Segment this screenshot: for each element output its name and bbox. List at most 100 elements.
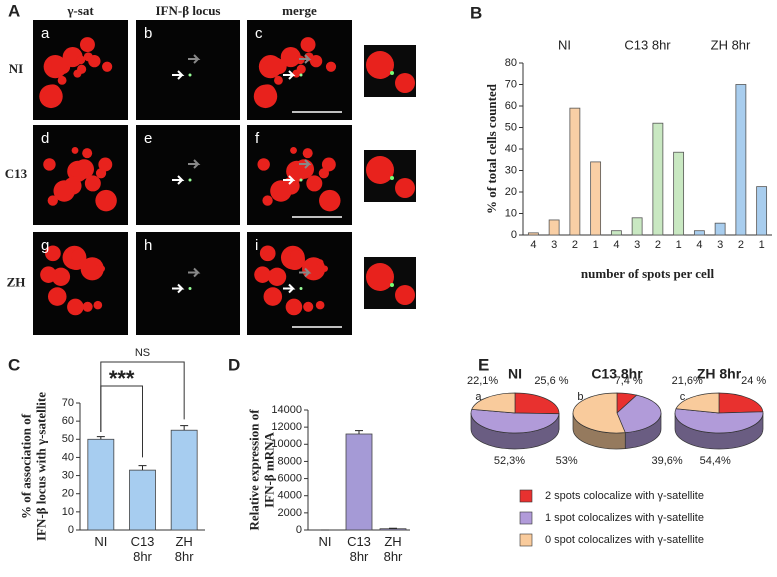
heterochromatin-spot bbox=[296, 64, 306, 74]
y-tick-label: 60 bbox=[505, 100, 517, 112]
heterochromatin-spot bbox=[325, 61, 337, 72]
bar bbox=[87, 438, 115, 531]
group-title: C13 8hr bbox=[624, 37, 671, 52]
heterochromatin-spot bbox=[93, 300, 103, 310]
y-tick-label: 40 bbox=[62, 451, 74, 463]
heterochromatin-spot bbox=[88, 54, 101, 68]
bar bbox=[129, 469, 156, 531]
heterochromatin-spot bbox=[315, 300, 325, 310]
arrow bbox=[172, 283, 185, 294]
pie-slice bbox=[674, 408, 764, 434]
bar bbox=[631, 217, 643, 236]
panel-label: D bbox=[228, 355, 240, 374]
legend-swatch bbox=[519, 489, 533, 503]
y-tick-label: 0 bbox=[68, 524, 74, 536]
locus bbox=[299, 287, 303, 290]
heterochromatin-spot bbox=[69, 165, 81, 177]
x-tick-label: 1 bbox=[759, 239, 765, 251]
heterochromatin-spot bbox=[57, 75, 67, 85]
x-tick-label: 3 bbox=[634, 239, 640, 251]
heterochromatin-spot bbox=[302, 148, 313, 159]
heterochromatin-spot bbox=[79, 37, 95, 53]
heterochromatin-spot bbox=[84, 175, 101, 192]
panel-sublabel: c bbox=[255, 25, 263, 42]
pie-slice bbox=[514, 392, 560, 415]
y-tick-label: 70 bbox=[505, 78, 517, 90]
panel-sublabel: h bbox=[144, 237, 152, 254]
heterochromatin-spot bbox=[270, 180, 292, 202]
pie-value-label: 25,6 % bbox=[534, 375, 568, 387]
heterochromatin-spot bbox=[43, 158, 56, 171]
pie-sublabel: c. bbox=[680, 391, 689, 403]
y-tick-label: 14000 bbox=[271, 404, 302, 416]
arrow bbox=[283, 175, 296, 185]
x-tick-label: NI bbox=[319, 534, 332, 549]
significance-label: NS bbox=[135, 347, 150, 359]
column-header: IFN-β locus bbox=[156, 3, 221, 18]
panel-sublabel: e bbox=[144, 130, 152, 147]
x-tick-label: 3 bbox=[717, 239, 723, 251]
heterochromatin-spot bbox=[316, 259, 324, 266]
heterochromatin-spot bbox=[395, 285, 415, 305]
heterochromatin-spot bbox=[309, 54, 323, 68]
heterochromatin-spot bbox=[40, 266, 57, 283]
locus bbox=[390, 71, 394, 75]
heterochromatin-spot bbox=[274, 75, 283, 85]
x-tick-label: 4 bbox=[696, 239, 702, 251]
heterochromatin-spot bbox=[257, 158, 270, 171]
bar bbox=[345, 433, 373, 531]
bar bbox=[379, 528, 407, 531]
pie-slice bbox=[616, 394, 662, 434]
error-bar bbox=[138, 465, 147, 471]
arrow bbox=[188, 267, 201, 278]
heterochromatin-spot bbox=[395, 73, 415, 93]
legend-swatch bbox=[519, 533, 533, 547]
column-header: γ-sat bbox=[66, 3, 94, 18]
locus bbox=[299, 73, 303, 77]
heterochromatin-spot bbox=[366, 51, 394, 79]
heterochromatin-spot bbox=[47, 195, 58, 206]
x-tick-label: ZH 8hr bbox=[175, 534, 194, 564]
x-tick-label: 4 bbox=[613, 239, 619, 251]
significance-label: *** bbox=[109, 366, 135, 391]
heterochromatin-spot bbox=[76, 55, 86, 65]
heterochromatin-spot bbox=[253, 84, 278, 109]
heterochromatin-spot bbox=[263, 287, 283, 306]
x-tick-label: 3 bbox=[551, 239, 557, 251]
pie-value-label: 24 % bbox=[741, 375, 766, 387]
pie-title: C13 8hr bbox=[591, 366, 643, 382]
x-tick-label: C13 8hr bbox=[131, 534, 155, 564]
micrograph bbox=[136, 125, 240, 225]
heterochromatin-spot bbox=[288, 165, 299, 177]
micrograph bbox=[136, 232, 240, 335]
pie-value-label: 39,6% bbox=[652, 455, 683, 467]
x-tick-label: 4 bbox=[530, 239, 536, 251]
pie-slice bbox=[572, 392, 626, 434]
x-tick-label: 1 bbox=[593, 239, 599, 251]
x-tick-label: ZH 8hr bbox=[384, 534, 403, 564]
pie-slice bbox=[471, 392, 516, 414]
locus bbox=[390, 283, 394, 287]
legend-label: 0 spot colocalizes with γ-satellite bbox=[545, 534, 704, 546]
y-tick-label: 80 bbox=[505, 57, 517, 69]
heterochromatin-spot bbox=[98, 265, 105, 272]
arrow bbox=[299, 159, 312, 169]
axis-title: % of total cells counted bbox=[484, 83, 499, 214]
bar bbox=[590, 161, 602, 236]
heterochromatin-spot bbox=[290, 146, 297, 154]
locus bbox=[390, 176, 394, 180]
heterochromatin-spot bbox=[395, 178, 415, 198]
column-header: merge bbox=[282, 3, 317, 18]
y-tick-label: 4000 bbox=[278, 490, 302, 502]
heterochromatin-spot bbox=[51, 267, 71, 286]
pie-title: NI bbox=[508, 366, 522, 382]
row-label: ZH bbox=[7, 274, 26, 289]
heterochromatin-spot bbox=[321, 265, 328, 272]
pie-sublabel: b. bbox=[577, 391, 586, 403]
heterochromatin-spot bbox=[254, 266, 271, 283]
axis-title-line: Relative expression of bbox=[246, 409, 261, 531]
x-tick-label: 2 bbox=[572, 239, 578, 251]
legend-swatch bbox=[519, 511, 533, 525]
arrow bbox=[172, 70, 185, 80]
arrow bbox=[299, 267, 312, 278]
